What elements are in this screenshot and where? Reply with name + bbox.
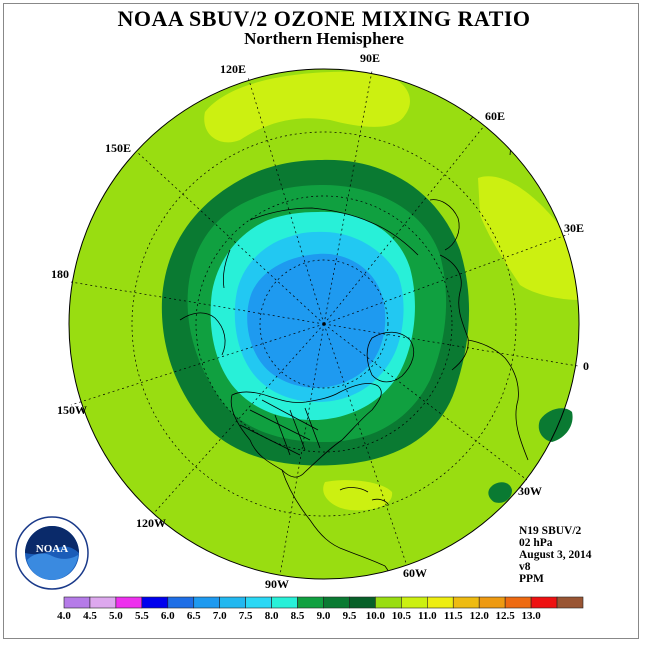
map-boundary <box>68 68 580 580</box>
lon-label-120e: 120E <box>220 62 246 76</box>
ozone-region-7-0 <box>247 253 386 388</box>
colorbar-box <box>245 596 272 609</box>
colorbar-box <box>375 596 402 609</box>
lon-label-150w: 150W <box>57 403 87 417</box>
colorbar-tick-label: 6.0 <box>161 610 175 622</box>
colorbar-tick-label: 5.5 <box>135 610 149 622</box>
colorbar-tick-label: 9.5 <box>343 610 357 622</box>
info-level: 02 hPa <box>519 537 553 549</box>
colorbar: 4.0 4.5 5.0 5.5 6.0 6.5 7.0 7.5 8.0 8.5 9.0 9.5 10.0… <box>57 596 584 622</box>
colorbar-box <box>193 596 221 609</box>
noaa-logo: NOAA <box>15 516 89 590</box>
colorbar-box <box>219 596 246 609</box>
info-date: August 3, 2014 <box>519 549 592 561</box>
ozone-region-right-band <box>478 176 579 300</box>
colorbar-box <box>504 596 532 609</box>
colorbar-tick-label: 11.0 <box>418 610 437 622</box>
info-satellite: N19 SBUV/2 <box>519 525 582 537</box>
lon-label-90w: 90W <box>265 577 289 591</box>
colorbar-tick-label: 8.0 <box>265 610 279 622</box>
logo-text: NOAA <box>36 543 68 555</box>
colorbar-box <box>556 596 584 609</box>
colorbar-tick-label: 11.5 <box>444 610 463 622</box>
colorbar-box <box>115 596 143 609</box>
colorbar-box <box>349 596 376 609</box>
colorbar-tick-label: 8.5 <box>291 610 305 622</box>
colorbar-box <box>167 596 195 609</box>
colorbar-box <box>426 596 454 609</box>
graticule <box>70 70 579 576</box>
colorbar-box <box>530 596 558 609</box>
ozone-region-atlantic-south <box>488 482 512 503</box>
ozone-region-upper-band <box>204 71 410 143</box>
colorbar-tick-label: 12.5 <box>496 610 516 622</box>
colorbar-tick-label: 7.5 <box>239 610 253 622</box>
ozone-region-atlantic-east <box>538 408 573 442</box>
info-block: N19 SBUV/2 02 hPa August 3, 2014 v8 PPM <box>519 525 592 585</box>
colorbar-tick-label: 10.0 <box>366 610 386 622</box>
lon-label-120w: 120W <box>136 516 166 530</box>
colorbar-tick-label: 6.5 <box>187 610 201 622</box>
lon-label-0: 0 <box>583 359 589 373</box>
colorbar-tick-label: 13.0 <box>521 610 541 622</box>
colorbar-tick-label: 12.0 <box>470 610 490 622</box>
colorbar-box <box>141 596 169 609</box>
lon-label-60w: 60W <box>403 566 427 580</box>
map-subtitle: Northern Hemisphere <box>244 29 404 48</box>
lon-label-90e: 90E <box>360 51 380 65</box>
colorbar-box <box>63 596 91 609</box>
info-version: v8 <box>519 561 531 573</box>
info-units: PPM <box>519 573 544 585</box>
lon-label-30w: 30W <box>518 484 542 498</box>
ozone-region-caribbean <box>323 480 393 511</box>
coastlines <box>179 94 529 579</box>
map-title: NOAA SBUV/2 OZONE MIXING RATIO <box>117 6 531 31</box>
colorbar-tick-label: 4.5 <box>83 610 97 622</box>
lon-label-150e: 150E <box>105 141 131 155</box>
figure-frame <box>3 3 639 639</box>
colorbar-box <box>89 596 117 609</box>
colorbar-box <box>401 596 428 609</box>
colorbar-tick-label: 9.0 <box>317 610 331 622</box>
colorbar-box <box>271 596 298 609</box>
colorbar-box <box>297 596 324 609</box>
lon-label-180: 180 <box>51 267 69 281</box>
colorbar-tick-label: 7.0 <box>213 610 227 622</box>
colorbar-tick-label: 4.0 <box>57 610 71 622</box>
colorbar-box <box>452 596 480 609</box>
lon-label-30e: 30E <box>564 221 584 235</box>
colorbar-labels: 4.0 4.5 5.0 5.5 6.0 6.5 7.0 7.5 8.0 8.5 9.0 9.5 10.0… <box>57 610 541 622</box>
colorbar-box <box>323 596 350 609</box>
colorbar-tick-label: 10.5 <box>392 610 412 622</box>
colorbar-boxes <box>63 596 584 609</box>
colorbar-tick-label: 5.0 <box>109 610 123 622</box>
colorbar-box <box>478 596 506 609</box>
lon-label-60e: 60E <box>485 109 505 123</box>
